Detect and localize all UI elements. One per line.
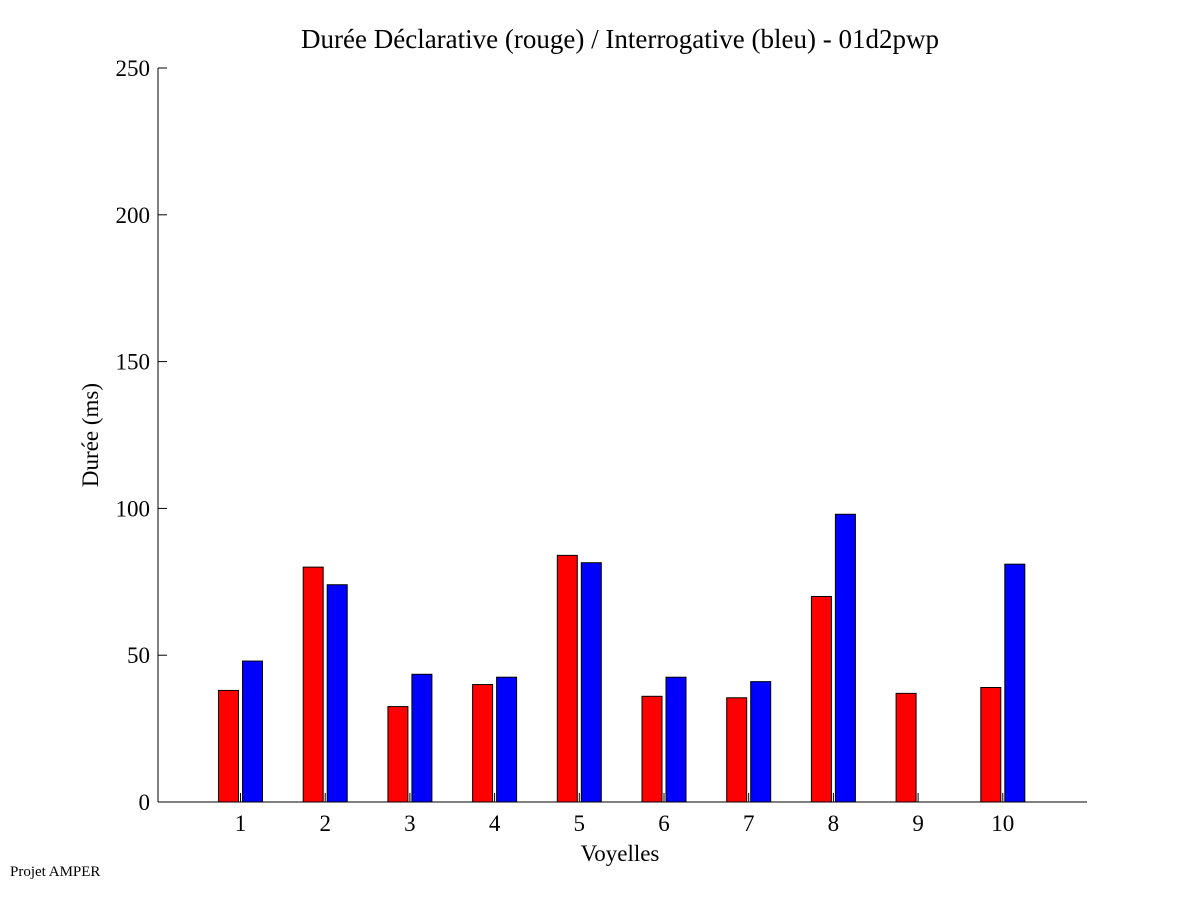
x-tick-label: 9: [912, 811, 924, 836]
bar-series-2: [580, 562, 602, 803]
bar-series-2: [834, 513, 856, 803]
bar-series-2: [242, 660, 263, 803]
bar-series-2: [750, 681, 772, 803]
x-tick-label: 5: [574, 811, 586, 836]
y-tick-label: 250: [116, 56, 151, 81]
y-tick-label: 200: [116, 203, 151, 228]
x-tick-label: 1: [235, 811, 247, 836]
plot-area: 0 50 100 150 200 250 1 2 3 4 5 6 7 8 9 10: [116, 56, 1087, 836]
bar-series-2: [326, 584, 348, 803]
footer-credit: Projet AMPER: [10, 864, 101, 880]
bar-series-2: [665, 676, 687, 803]
x-tick-label: 8: [828, 811, 840, 836]
chart-title: Durée Déclarative (rouge) / Interrogativ…: [301, 24, 939, 54]
bar-series-2: [411, 673, 433, 803]
bar-series-1: [810, 595, 832, 803]
x-tick-label: 7: [743, 811, 755, 836]
bar-series-1: [641, 695, 663, 803]
y-tick-label: 0: [139, 790, 151, 815]
bar-series-2: [1004, 563, 1026, 803]
bar-series-1: [980, 686, 1002, 803]
x-tick-label: 2: [319, 811, 331, 836]
x-tick-label: 3: [404, 811, 416, 836]
x-tick-label: 10: [991, 811, 1014, 836]
bar-series-1: [218, 689, 239, 803]
x-tick-label: 6: [658, 811, 670, 836]
x-tick-label: 4: [489, 811, 501, 836]
x-axis-label: Voyelles: [581, 841, 660, 866]
bar-series-1: [556, 554, 578, 803]
bar-series-1: [726, 697, 748, 803]
bar-series-1: [302, 566, 324, 803]
y-axis-label: Durée (ms): [78, 383, 103, 487]
bar-series-2: [496, 676, 518, 803]
bar-series-1: [387, 706, 409, 803]
y-tick-label: 50: [127, 643, 150, 668]
bar-series-1: [472, 684, 494, 803]
bar-series-1: [895, 692, 917, 803]
y-tick-label: 100: [116, 496, 151, 521]
y-tick-label: 150: [116, 350, 151, 375]
